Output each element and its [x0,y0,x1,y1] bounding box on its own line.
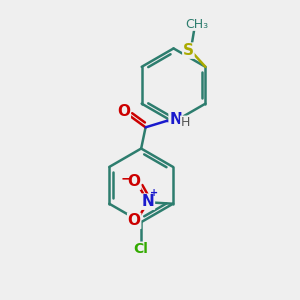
Text: S: S [183,43,194,58]
Text: CH₃: CH₃ [185,18,208,31]
Text: O: O [128,213,141,228]
Text: N: N [142,194,154,209]
Text: O: O [128,174,141,189]
Text: H: H [180,116,190,129]
Text: Cl: Cl [134,242,148,256]
Text: N: N [169,112,182,127]
Text: O: O [117,104,130,119]
Text: −: − [121,172,132,186]
Text: +: + [150,188,159,198]
